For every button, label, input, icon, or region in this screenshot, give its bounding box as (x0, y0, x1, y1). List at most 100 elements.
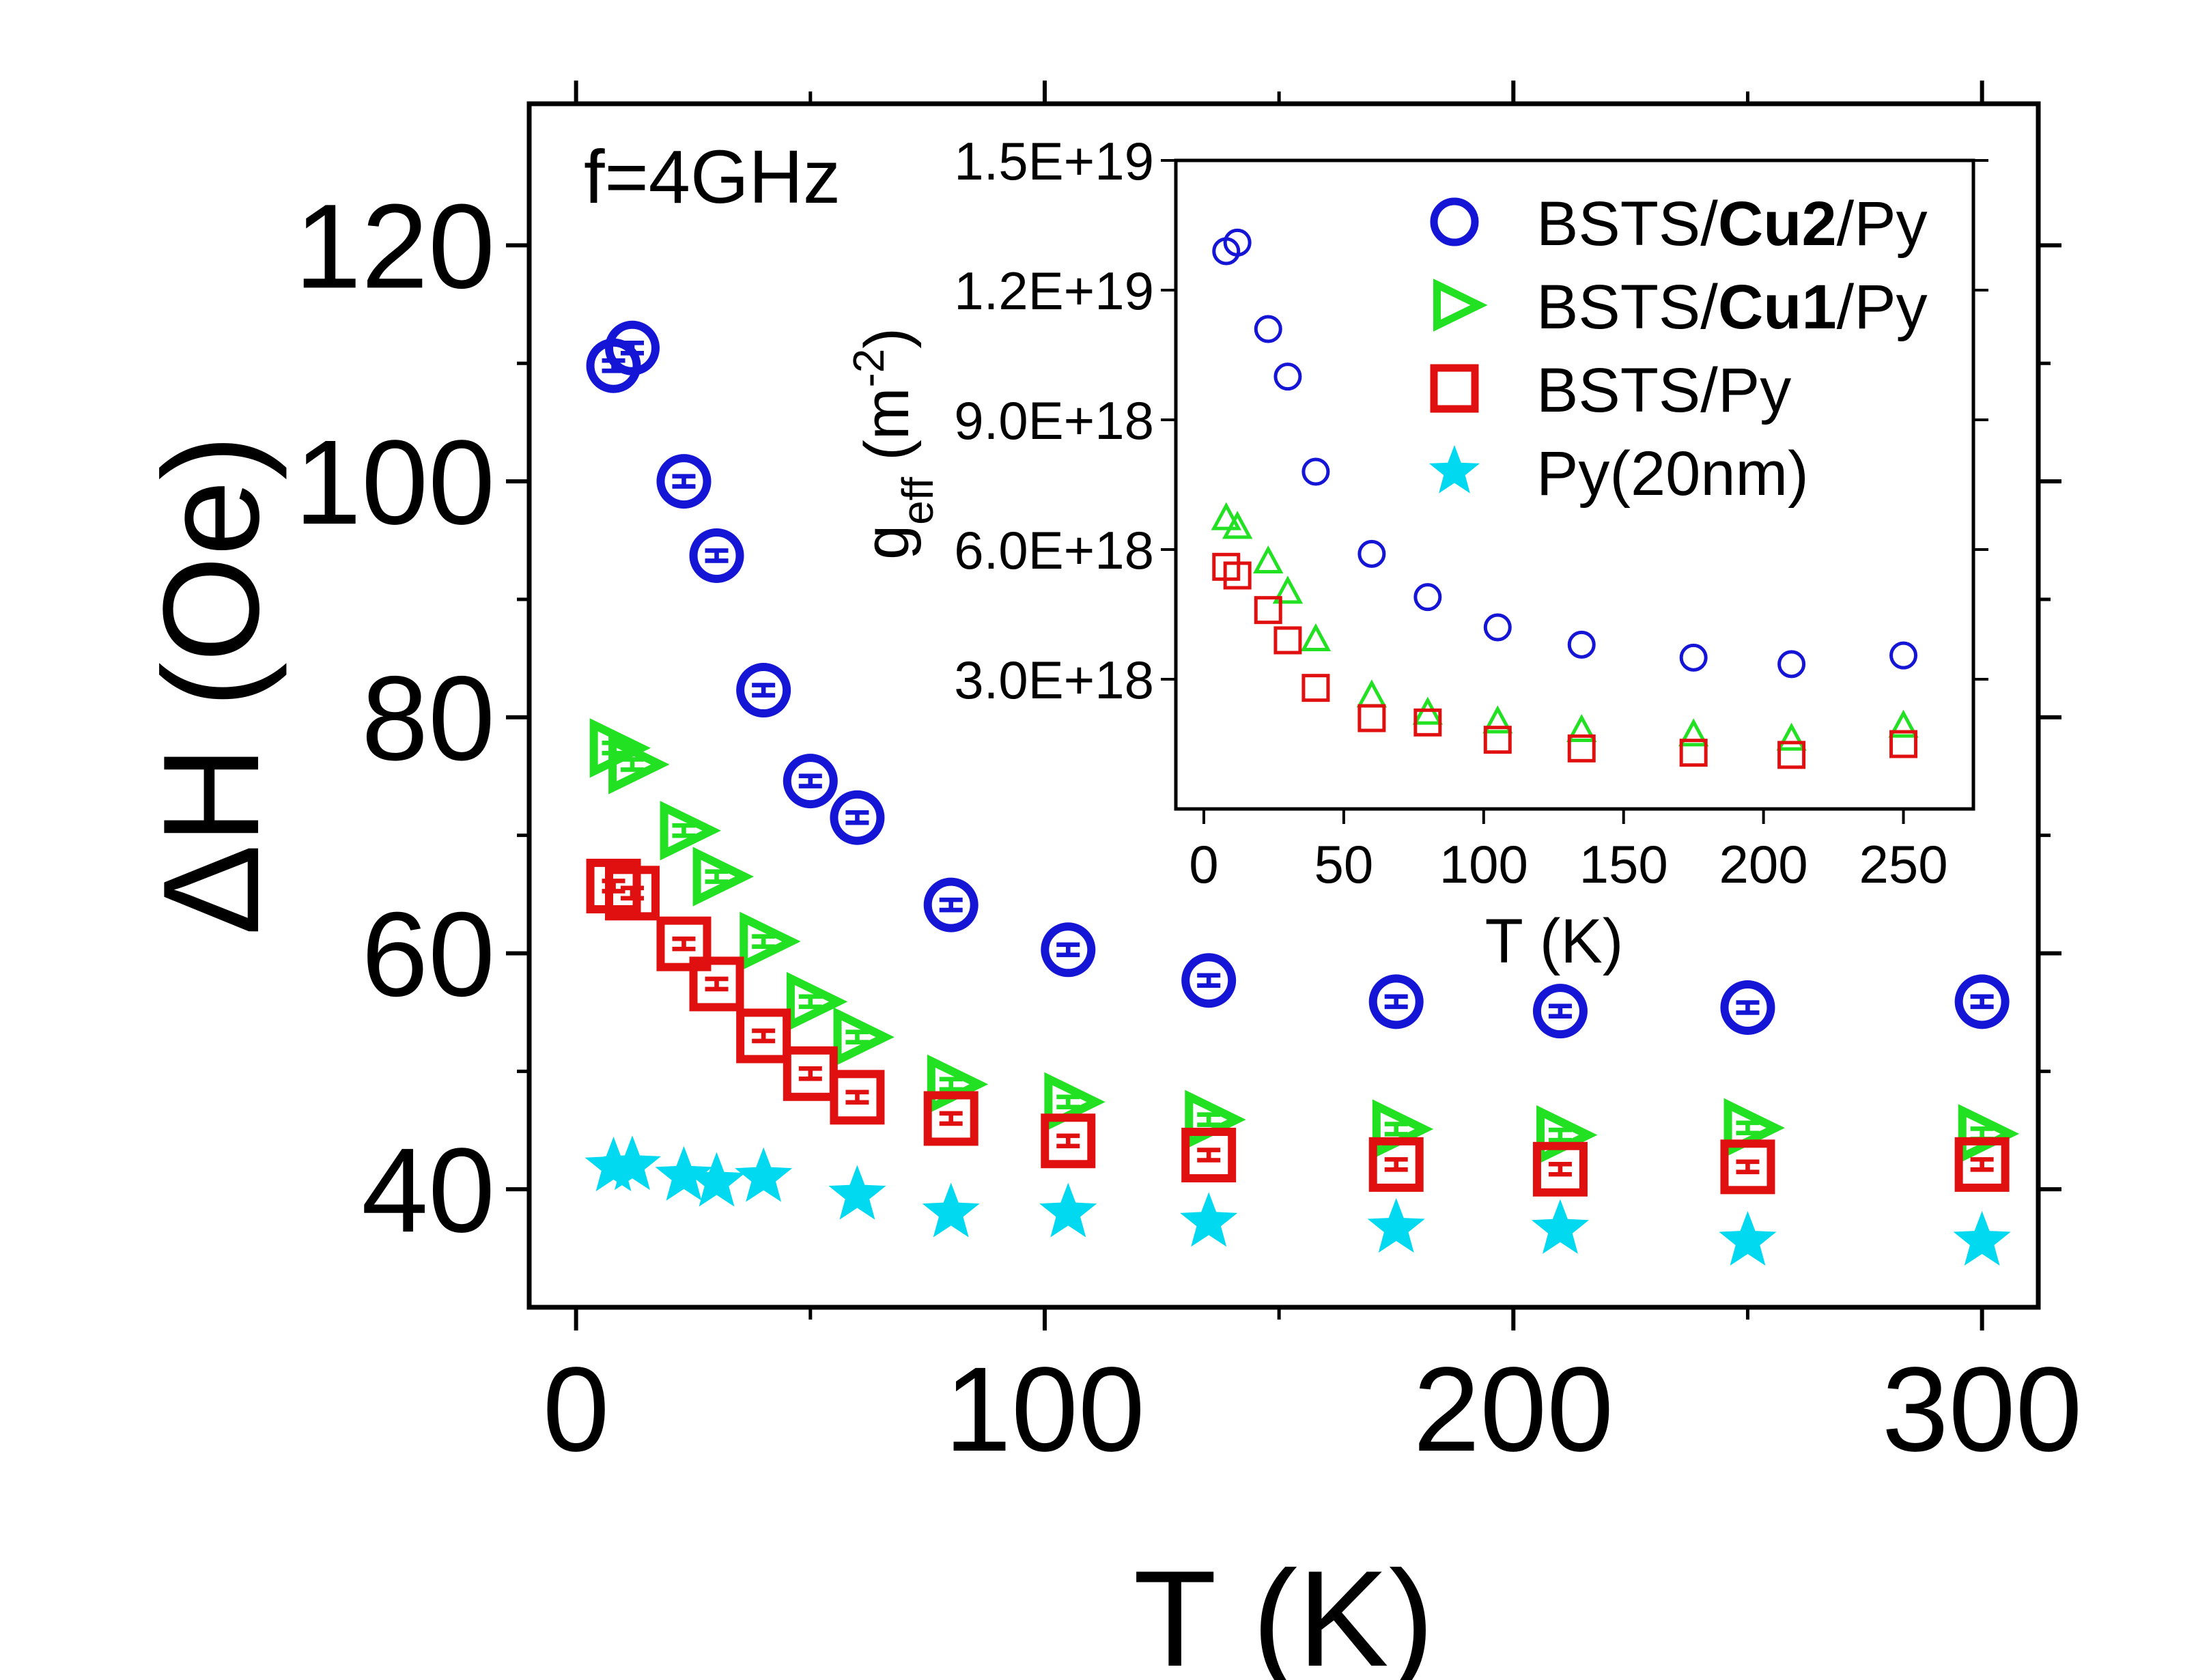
inset-series-bsts-cu2-py (1212, 228, 1918, 679)
main-point-py-20nm-5 (828, 1165, 886, 1220)
main-point-bsts-cu2-py-11 (1532, 984, 1588, 1039)
main-point-bsts-py-7 (923, 1091, 979, 1146)
main-point-py-20nm-7 (1039, 1182, 1097, 1238)
inset-y-tick-label-3: 1.2E+19 (954, 261, 1154, 321)
main-error-bar-bsts-py-8 (1056, 1133, 1080, 1149)
inset-data-points (1211, 228, 1919, 769)
main-x-tick-label-200: 200 (1413, 1343, 1614, 1477)
main-point-bsts-py-2 (656, 916, 712, 971)
main-point-bsts-cu2-py-1 (604, 320, 660, 375)
main-point-py-20nm-11 (1719, 1211, 1777, 1266)
inset-point-bsts-cu1-py-4 (1300, 623, 1332, 651)
main-point-bsts-cu1-py-4 (740, 911, 801, 971)
inset-y-axis-label: geff (m-2) (844, 328, 942, 560)
inset-y-label-subscript: eff (893, 477, 942, 525)
inset-point-bsts-cu1-py-7 (1482, 705, 1513, 734)
main-point-py-20nm-9 (1367, 1198, 1425, 1253)
legend-entry-2: BSTS/Py (1430, 356, 1791, 425)
legend-label-prefix: BSTS/Py (1536, 356, 1791, 425)
inset-point-bsts-cu2-py-2 (1254, 315, 1282, 343)
main-point-bsts-cu2-py-12 (1720, 980, 1775, 1035)
main-error-bar-bsts-cu1-py-12 (1736, 1120, 1760, 1136)
main-error-bar-bsts-cu1-py-10 (1384, 1122, 1408, 1137)
inset-y-label-unit-close: ) (852, 328, 922, 349)
main-point-bsts-py-3 (689, 956, 744, 1012)
main-y-tick-label-100: 100 (294, 416, 495, 550)
inset-point-bsts-cu1-py-9 (1678, 718, 1709, 747)
inset-point-bsts-py-8 (1567, 734, 1596, 763)
inset-point-bsts-cu2-py-1 (1223, 228, 1252, 257)
legend-entry-3: Py(20nm) (1428, 439, 1809, 509)
main-point-py-20nm-4 (735, 1147, 793, 1202)
inset-point-bsts-py-11 (1889, 730, 1918, 758)
inset-x-tick-label-0: 0 (1189, 834, 1218, 894)
main-point-bsts-cu1-py-3 (692, 846, 755, 907)
main-point-bsts-py-13 (1954, 1137, 2010, 1192)
inset-x-tick-label-150: 150 (1579, 834, 1668, 894)
main-error-bar-bsts-cu1-py-11 (1548, 1127, 1572, 1143)
legend-marker-0 (1430, 197, 1479, 246)
main-point-bsts-cu1-py-8 (1044, 1072, 1106, 1132)
inset-point-bsts-py-5 (1357, 704, 1386, 732)
inset-point-bsts-py-7 (1483, 726, 1512, 754)
main-point-bsts-cu2-py-2 (656, 454, 712, 509)
main-point-py-20nm-6 (922, 1182, 980, 1238)
main-x-axis-label: T (K) (1134, 1543, 1435, 1680)
legend-marker-1 (1433, 279, 1488, 332)
main-series-bsts-py (586, 858, 2010, 1197)
inset-point-bsts-cu2-py-3 (1273, 362, 1302, 391)
main-error-bar-bsts-py-6 (845, 1090, 869, 1105)
main-error-bar-bsts-py-10 (1384, 1157, 1408, 1172)
legend-label-1: BSTS/Cu1/Py (1536, 272, 1928, 342)
inset-point-bsts-cu1-py-11 (1888, 709, 1919, 738)
main-error-bar-bsts-cu1-py-9 (1197, 1112, 1221, 1127)
inset-point-bsts-cu2-py-11 (1889, 641, 1918, 670)
main-point-bsts-py-6 (830, 1070, 885, 1125)
main-point-bsts-cu1-py-6 (833, 1007, 895, 1067)
inset-y-label-unit-open: (m (852, 388, 922, 461)
inset-point-bsts-cu1-py-0 (1211, 502, 1241, 530)
main-point-bsts-cu1-py-5 (786, 971, 848, 1031)
legend-label-prefix: BSTS/ (1536, 272, 1718, 342)
main-point-bsts-py-12 (1720, 1139, 1775, 1195)
main-error-bar-bsts-cu1-py-7 (939, 1077, 963, 1092)
inset-point-bsts-py-6 (1413, 708, 1442, 737)
legend-label-suffix: /Py (1837, 272, 1928, 342)
main-y-axis-label: ΔH (Oe) (135, 435, 287, 936)
legend-label-bold: Cu1 (1718, 272, 1837, 342)
main-point-py-20nm-12 (1953, 1211, 2011, 1266)
main-point-bsts-py-4 (736, 1008, 791, 1064)
main-data-points (585, 320, 2020, 1266)
main-error-bar-bsts-cu2-py-8 (1056, 942, 1080, 958)
legend-entry-0: BSTS/Cu2/Py (1430, 189, 1928, 259)
main-error-bar-bsts-py-11 (1548, 1161, 1572, 1177)
main-error-bar-bsts-cu2-py-7 (939, 897, 963, 913)
legend-marker-3 (1428, 445, 1480, 494)
legend-marker-2 (1430, 364, 1479, 413)
main-error-bar-bsts-py-7 (939, 1111, 963, 1126)
main-point-bsts-cu1-py-2 (660, 801, 721, 861)
legend-label-prefix: Py(20nm) (1536, 439, 1809, 509)
legend-entry-1: BSTS/Cu1/Py (1433, 272, 1928, 342)
main-point-bsts-py-10 (1368, 1137, 1424, 1192)
inset-point-bsts-cu2-py-4 (1301, 457, 1330, 486)
legend-label-3: Py(20nm) (1536, 439, 1809, 509)
legend-label-bold: Cu2 (1718, 189, 1837, 259)
inset-axis-ticks (1161, 159, 1988, 824)
inset-x-tick-label-50: 50 (1314, 834, 1374, 894)
main-error-bar-bsts-cu2-py-12 (1736, 1000, 1760, 1015)
inset-series-bsts-cu1-py (1211, 502, 1919, 751)
main-error-bar-bsts-py-5 (798, 1066, 822, 1081)
main-series-bsts-cu1-py (589, 718, 2020, 1165)
main-point-py-20nm-10 (1531, 1199, 1589, 1254)
inset-point-bsts-cu1-py-5 (1356, 679, 1388, 708)
main-error-bar-bsts-py-4 (752, 1028, 776, 1044)
inset-point-bsts-cu2-py-9 (1679, 643, 1708, 672)
inset-chart: 0 50 100 150 200 250 3.0E+18 6.0E+18 9.0E+18 1.2E… (844, 131, 1988, 976)
main-point-bsts-cu1-py-13 (1958, 1104, 2020, 1164)
main-error-bar-bsts-cu2-py-10 (1384, 994, 1408, 1010)
frequency-annotation: f=4GHz (584, 135, 841, 219)
main-y-tick-label-40: 40 (361, 1124, 495, 1257)
main-plot-frame (526, 101, 2041, 1310)
